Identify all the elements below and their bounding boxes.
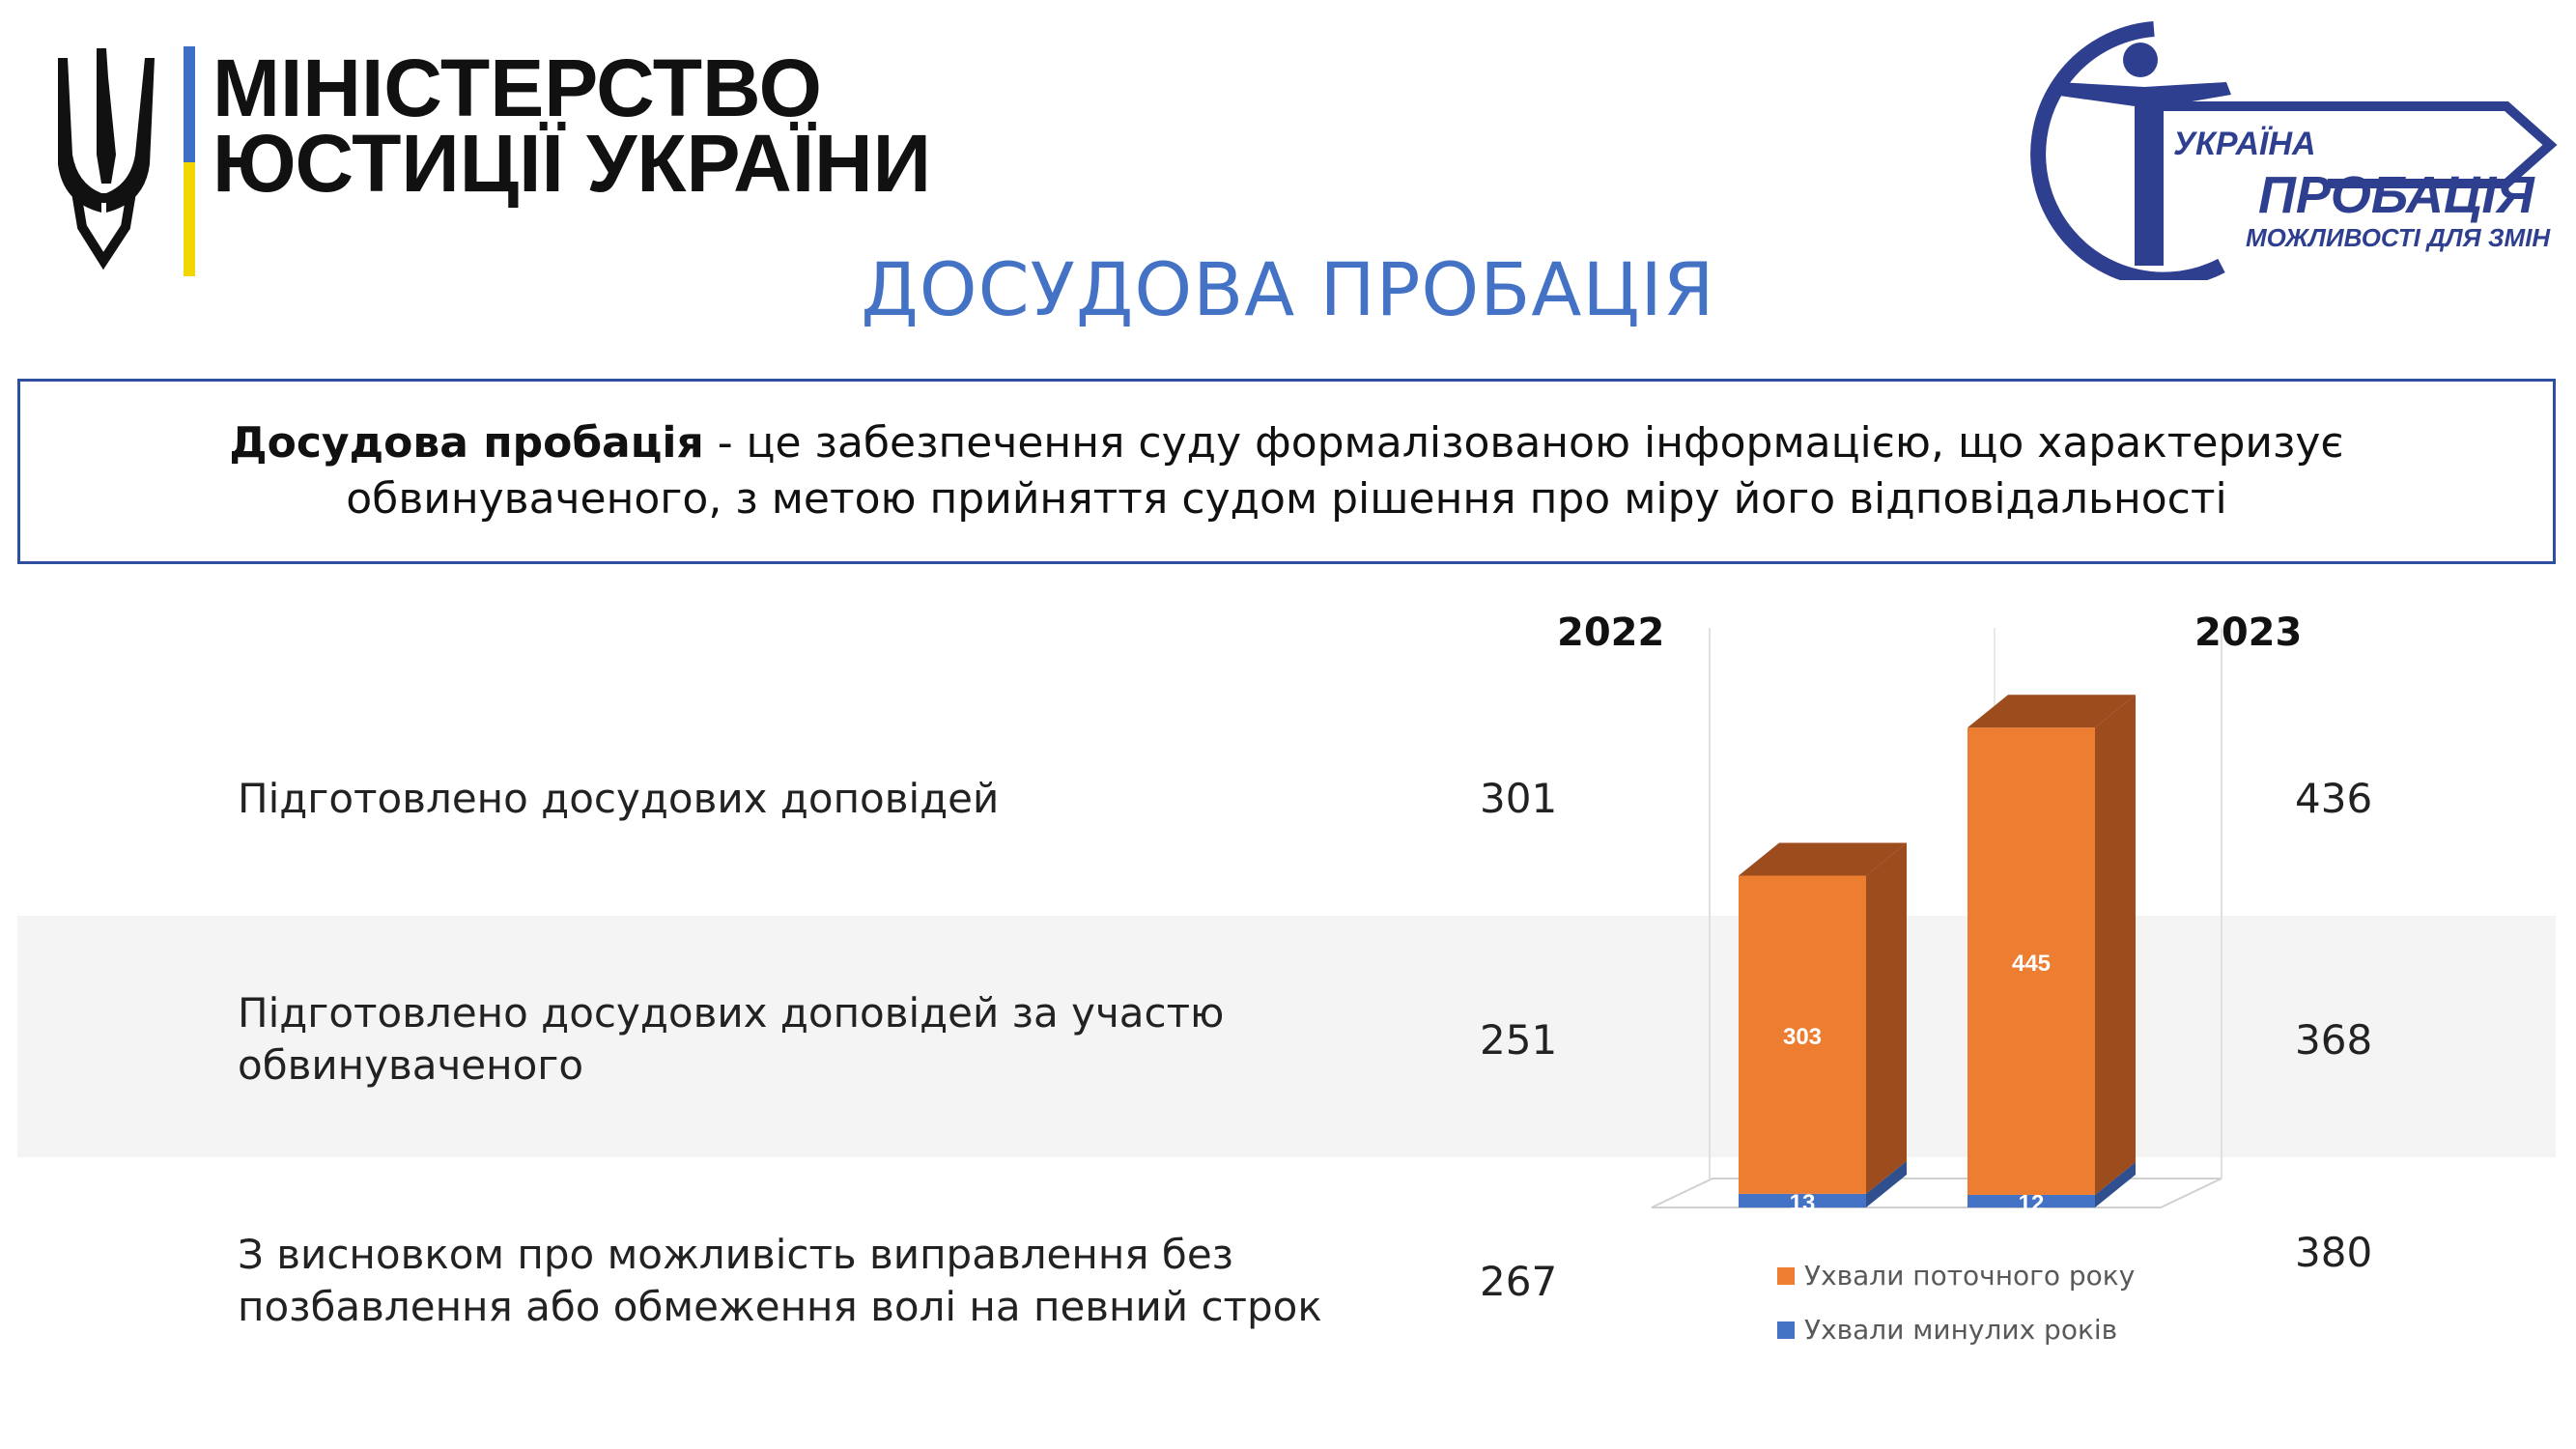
page-title: ДОСУДОВА ПРОБАЦІЯ <box>861 246 1715 332</box>
row-value-2022: 301 <box>1480 775 1558 822</box>
definition-box: Досудова пробація - це забезпечення суду… <box>17 379 2556 564</box>
bar-data-label: 13 <box>1790 1190 1816 1216</box>
flag-stripe-yellow <box>184 162 195 276</box>
bar-front <box>1739 875 1866 1194</box>
row-value-2022: 267 <box>1480 1258 1558 1305</box>
row-label-reports-prepared: Підготовлено досудових доповідей <box>238 775 1000 822</box>
bar-data-label: 12 <box>2019 1190 2045 1216</box>
bar-side <box>1866 842 1907 1194</box>
probation-logo-line2: ПРОБАЦІЯ <box>2258 166 2535 224</box>
bar-side <box>1866 1160 1907 1208</box>
legend-swatch <box>1777 1267 1795 1285</box>
chart-floor <box>1651 628 2222 1208</box>
ministry-name-line2: ЮСТИЦІЇ УКРАЇНИ <box>212 118 931 209</box>
bar-data-label: 445 <box>2012 951 2051 977</box>
stacked-bar-chart: 13 303 12 445 Ухвали поточного року Ухвали м… <box>1651 628 2222 1346</box>
row-label-reports-with-accused: Підготовлено досудових доповідей за учас… <box>238 989 1225 1089</box>
legend-label: Ухвали поточного року <box>1804 1260 2135 1292</box>
bar-segment: 303 <box>1739 842 1907 1194</box>
bar-front <box>1967 1194 2095 1208</box>
legend-item: Ухвали минулих років <box>1777 1314 2117 1346</box>
definition-body: - це забезпечення суду формалізованою ін… <box>346 418 2344 524</box>
legend-item: Ухвали поточного року <box>1777 1260 2135 1292</box>
bar-top <box>1739 842 1907 876</box>
probation-logo-line1: УКРАЇНА <box>2173 126 2316 162</box>
ministry-name-line1: МІНІСТЕРСТВО <box>212 43 822 133</box>
chart-legend: Ухвали поточного року Ухвали минулих рокі… <box>1777 1260 2135 1346</box>
probation-emblem-icon <box>2030 21 2558 280</box>
row-value-2023: 380 <box>2295 1229 2373 1276</box>
flag-stripe-blue <box>184 46 195 162</box>
probation-logo-line3: МОЖЛИВОСТІ ДЛЯ ЗМІН <box>2246 223 2551 252</box>
chart-floor-outline <box>1651 1178 2222 1208</box>
definition-term: Досудова пробація <box>229 418 704 468</box>
year-header-2022: 2022 <box>1557 611 1665 655</box>
ministry-of-justice-logo: МІНІСТЕРСТВО ЮСТИЦІЇ УКРАЇНИ <box>58 43 931 276</box>
row-value-2023: 368 <box>2295 1016 2373 1064</box>
trident-icon <box>58 48 155 270</box>
legend-label: Ухвали минулих років <box>1804 1314 2117 1346</box>
row-label-conclusion-without-imprisonment: З висновком про можливість виправлення б… <box>238 1231 1322 1330</box>
legend-swatch <box>1777 1321 1795 1339</box>
year-header-2023: 2023 <box>2194 611 2303 655</box>
row-value-2023: 436 <box>2295 775 2373 822</box>
bar-side <box>2095 695 2136 1195</box>
bar-segment: 12 <box>1967 1161 2136 1216</box>
bar-side <box>2095 1161 2136 1208</box>
bar-data-label: 303 <box>1783 1024 1822 1050</box>
bar-segment: 445 <box>1967 695 2136 1195</box>
chart-bars: 13 303 12 445 <box>1739 695 2136 1216</box>
bar-front <box>1739 1193 1866 1208</box>
bar-front <box>1967 727 2095 1195</box>
definition-text: Досудова пробація - це забезпечення суду… <box>40 415 2534 527</box>
bar-segment: 13 <box>1739 1160 1907 1216</box>
bar-top <box>1967 695 2136 728</box>
ukraine-probation-logo: УКРАЇНА ПРОБАЦІЯ МОЖЛИВОСТІ ДЛЯ ЗМІН <box>2030 21 2558 280</box>
row-value-2022: 251 <box>1480 1016 1558 1064</box>
